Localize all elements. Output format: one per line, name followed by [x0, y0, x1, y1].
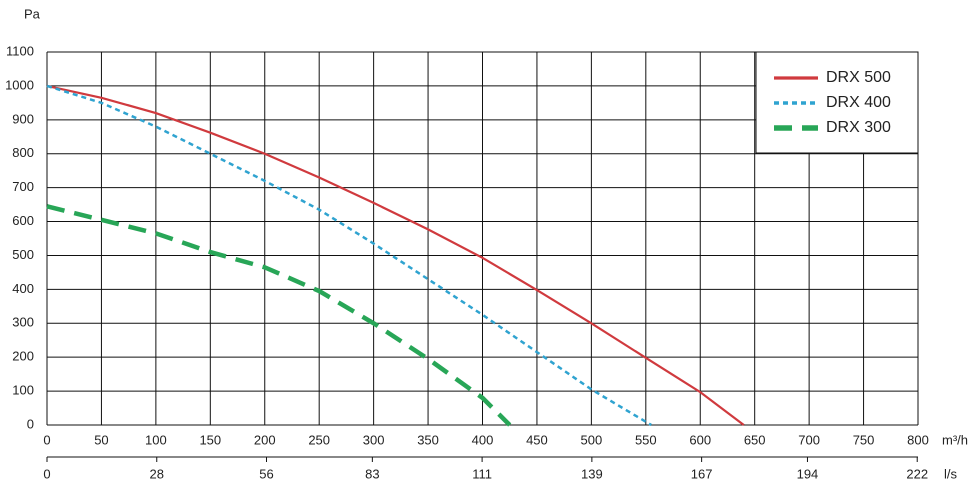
x-tick-label: 800	[907, 432, 929, 447]
x-tick-label: 650	[744, 432, 766, 447]
y-tick-label: 0	[27, 416, 34, 431]
x2-axis-label: l/s	[944, 466, 958, 481]
x2-tick-label: 222	[906, 466, 928, 481]
x-tick-label: 600	[689, 432, 711, 447]
x2-tick-label: 83	[365, 466, 379, 481]
x-tick-label: 250	[308, 432, 330, 447]
y-tick-label: 1100	[6, 43, 34, 58]
x-tick-label: 0	[43, 432, 50, 447]
x-tick-label: 50	[94, 432, 108, 447]
legend-label: DRX 400	[826, 94, 891, 111]
x-tick-label: 450	[526, 432, 548, 447]
y-tick-label: 500	[12, 247, 34, 262]
y-tick-label: 400	[12, 281, 34, 296]
y-tick-label: 1000	[5, 77, 34, 92]
x-tick-label: 350	[417, 432, 439, 447]
x2-tick-label: 0	[43, 466, 50, 481]
legend-label: DRX 300	[826, 119, 891, 136]
x-tick-label: 300	[363, 432, 385, 447]
x2-tick-label: 139	[581, 466, 603, 481]
x-tick-label: 200	[254, 432, 276, 447]
x2-tick-label: 56	[259, 466, 273, 481]
x-axis-label: m³/h	[942, 432, 968, 447]
y-tick-label: 100	[12, 383, 34, 398]
x2-tick-label: 28	[150, 466, 164, 481]
legend: DRX 500 DRX 400 DRX 300	[755, 51, 919, 154]
x2-tick-label: 111	[472, 466, 492, 481]
y-tick-label: 600	[12, 213, 34, 228]
series-line	[46, 84, 652, 427]
x-tick-label: 750	[853, 432, 875, 447]
x-tick-label: 700	[798, 432, 820, 447]
y-axis-label: Pa	[24, 6, 41, 21]
legend-label: DRX 500	[826, 69, 891, 86]
y-tick-label: 200	[12, 349, 34, 364]
x-tick-label: 500	[581, 432, 603, 447]
y-tick-label: 900	[12, 111, 34, 126]
series-line	[46, 84, 745, 426]
x-tick-label: 150	[199, 432, 221, 447]
y-tick-label: 300	[12, 315, 34, 330]
x2-tick-label: 167	[691, 466, 713, 481]
y-tick-label: 800	[12, 145, 34, 160]
y-tick-label: 700	[12, 179, 34, 194]
series-line	[46, 204, 512, 427]
x-tick-label: 400	[472, 432, 494, 447]
x2-tick-label: 194	[797, 466, 819, 481]
x-tick-label: 100	[145, 432, 167, 447]
x-tick-label: 550	[635, 432, 657, 447]
